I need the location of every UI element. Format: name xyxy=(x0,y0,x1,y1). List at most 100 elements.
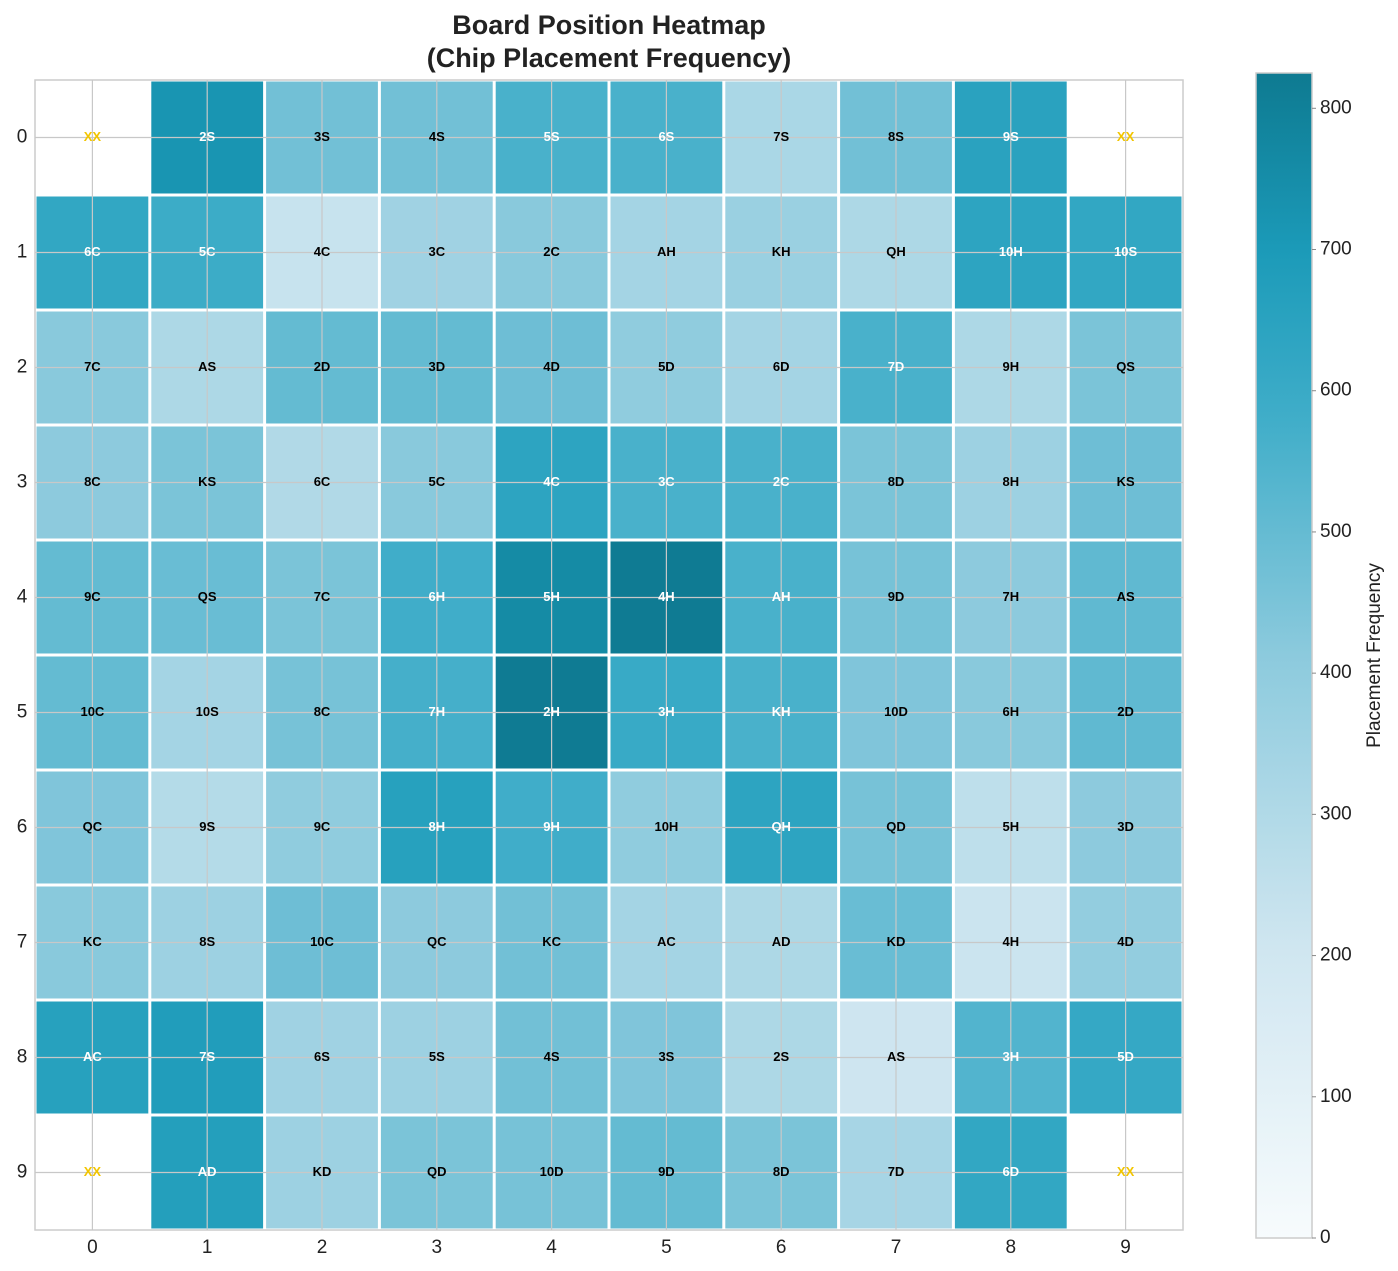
cell-label: 3H xyxy=(658,704,675,719)
x-tick-label: 7 xyxy=(891,1237,902,1258)
cell-label: 5H xyxy=(543,589,560,604)
colorbar-tick-label: 300 xyxy=(1320,803,1352,824)
cell-label: 3H xyxy=(1002,1049,1019,1064)
cell-label: 7C xyxy=(84,359,101,374)
cell-label: 3C xyxy=(428,244,445,259)
cell-label: 8D xyxy=(888,474,905,489)
cell-label: 9S xyxy=(1003,129,1019,144)
cell-label: AC xyxy=(657,934,676,949)
cell-label: QS xyxy=(1116,359,1135,374)
cell-label: 10D xyxy=(540,1164,564,1179)
cell-label: XX xyxy=(84,1164,102,1179)
colorbar-tick-label: 0 xyxy=(1320,1227,1331,1248)
cell-label: AD xyxy=(198,1164,217,1179)
x-tick-label: 6 xyxy=(776,1237,787,1258)
colorbar-tick-label: 200 xyxy=(1320,945,1352,966)
cell-label: 5S xyxy=(429,1049,445,1064)
cell-label: KC xyxy=(542,934,561,949)
cell-label: 2S xyxy=(773,1049,789,1064)
cell-label: AH xyxy=(772,589,791,604)
colorbar-tick-label: 100 xyxy=(1320,1086,1352,1107)
cell-label: 3D xyxy=(1117,819,1134,834)
x-tick-label: 2 xyxy=(317,1237,328,1258)
cell-label: 7C xyxy=(314,589,331,604)
cell-label: 7D xyxy=(888,359,905,374)
cell-label: 6S xyxy=(314,1049,330,1064)
cell-label: 7S xyxy=(773,129,789,144)
cell-label: 6D xyxy=(1002,1164,1019,1179)
cell-label: 8H xyxy=(1002,474,1019,489)
cell-label: 5C xyxy=(428,474,445,489)
cell-label: 4H xyxy=(1002,934,1019,949)
cell-label: 5D xyxy=(658,359,675,374)
cell-label: 9H xyxy=(543,819,560,834)
y-tick-label: 7 xyxy=(17,932,28,953)
cell-label: KD xyxy=(887,934,906,949)
cell-label: AD xyxy=(772,934,791,949)
cell-label: 7D xyxy=(888,1164,905,1179)
cell-label: AC xyxy=(83,1049,102,1064)
y-tick-label: 0 xyxy=(17,127,28,148)
cell-label: 3D xyxy=(428,359,445,374)
cell-label: QC xyxy=(83,819,103,834)
cell-label: 7H xyxy=(428,704,445,719)
cell-label: 10C xyxy=(310,934,334,949)
cell-label: 10C xyxy=(80,704,104,719)
cell-label: 2C xyxy=(773,474,790,489)
colorbar-tick-label: 400 xyxy=(1320,662,1352,683)
cell-label: 8H xyxy=(428,819,445,834)
cell-label: 4C xyxy=(543,474,560,489)
cell-label: 6C xyxy=(314,474,331,489)
x-tick-label: 4 xyxy=(546,1237,557,1258)
chart-subtitle: (Chip Placement Frequency) xyxy=(427,43,792,73)
cell-label: 10H xyxy=(999,244,1023,259)
y-tick-label: 2 xyxy=(17,357,28,378)
cell-label: QS xyxy=(198,589,217,604)
cell-label: QD xyxy=(886,819,906,834)
x-tick-label: 9 xyxy=(1120,1237,1131,1258)
cell-label: 5S xyxy=(544,129,560,144)
cell-label: 4D xyxy=(1117,934,1134,949)
cell-label: QC xyxy=(427,934,447,949)
colorbar-tick-label: 700 xyxy=(1320,239,1352,260)
cell-label: 7S xyxy=(199,1049,215,1064)
cell-label: 5D xyxy=(1117,1049,1134,1064)
colorbar-tick-label: 500 xyxy=(1320,521,1352,542)
y-tick-label: 5 xyxy=(17,702,28,723)
cell-label: XX xyxy=(1117,129,1135,144)
cell-label: QH xyxy=(771,819,791,834)
cell-label: 9S xyxy=(199,819,215,834)
cell-label: KH xyxy=(772,244,791,259)
cell-label: 5H xyxy=(1002,819,1019,834)
cell-label: QD xyxy=(427,1164,447,1179)
y-tick-label: 3 xyxy=(17,472,28,493)
cell-label: KH xyxy=(772,704,791,719)
cell-label: 9D xyxy=(888,589,905,604)
cell-label: 6D xyxy=(773,359,790,374)
cell-label: 2D xyxy=(314,359,331,374)
x-tick-label: 5 xyxy=(661,1237,672,1258)
cell-label: 4D xyxy=(543,359,560,374)
cell-label: 8C xyxy=(84,474,101,489)
cell-label: 2S xyxy=(199,129,215,144)
cell-label: 10D xyxy=(884,704,908,719)
cell-label: 2H xyxy=(543,704,560,719)
cell-label: 10H xyxy=(654,819,678,834)
cell-label: KS xyxy=(1117,474,1135,489)
colorbar xyxy=(1255,72,1313,1239)
cell-label: 2C xyxy=(543,244,560,259)
cell-label: 8S xyxy=(888,129,904,144)
cell-label: 5C xyxy=(199,244,216,259)
chart-title: Board Position Heatmap xyxy=(452,10,766,40)
cell-label: 9H xyxy=(1002,359,1019,374)
cell-label: KS xyxy=(198,474,216,489)
cell-label: 4S xyxy=(544,1049,560,1064)
colorbar-tick-label: 800 xyxy=(1320,97,1352,118)
cell-label: 8D xyxy=(773,1164,790,1179)
cell-label: KC xyxy=(83,934,102,949)
cell-label: QH xyxy=(886,244,906,259)
cell-label: AS xyxy=(198,359,216,374)
cell-label: AS xyxy=(887,1049,905,1064)
cell-label: 2D xyxy=(1117,704,1134,719)
